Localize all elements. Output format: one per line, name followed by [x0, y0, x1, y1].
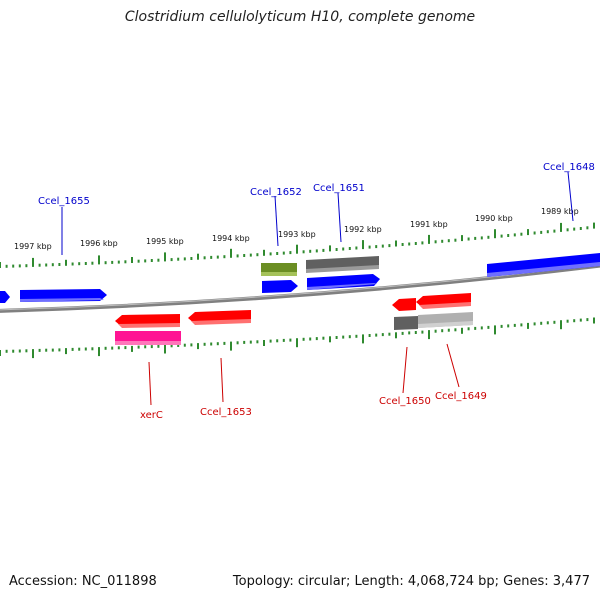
reverse-genes: [115, 293, 473, 345]
gene-label-ccel-1649[interactable]: Ccel_1649: [435, 391, 487, 402]
gene-labels: Ccel_1655 Ccel_1652 Ccel_1651 Ccel_1648 …: [38, 162, 595, 421]
scale-label: 1996 kbp: [80, 239, 118, 248]
gene-label-ccel-1648[interactable]: Ccel_1648: [543, 162, 595, 173]
gene-label-xerc[interactable]: xerC: [140, 410, 163, 421]
scale-label: 1997 kbp: [14, 242, 52, 251]
page-title: Clostridium cellulolyticum H10, complete…: [124, 9, 476, 25]
gene-label-ccel-1650[interactable]: Ccel_1650: [379, 396, 431, 407]
accession-label: Accession: NC_011898: [9, 574, 157, 589]
scale-label: 1989 kbp: [541, 207, 579, 216]
outer-tick-ring: [0, 222, 595, 268]
gene-label-ccel-1651[interactable]: Ccel_1651: [313, 183, 365, 194]
gene-arrow-ccel-1652[interactable]: [262, 280, 298, 293]
gene-arrow-blue[interactable]: [0, 291, 10, 303]
genome-stats-label: Topology: circular; Length: 4,068,724 bp…: [232, 574, 590, 589]
scale-label: 1992 kbp: [344, 225, 382, 234]
scale-label: 1993 kbp: [278, 230, 316, 239]
gene-label-ccel-1655[interactable]: Ccel_1655: [38, 196, 90, 207]
scale-label: 1995 kbp: [146, 237, 184, 246]
scale-label: 1991 kbp: [410, 220, 448, 229]
gene-arrow-ccel-1650[interactable]: [392, 298, 416, 311]
genome-backbone: [0, 263, 600, 313]
scale-label: 1990 kbp: [475, 214, 513, 223]
gene-box-grey-rev[interactable]: [394, 316, 418, 330]
gene-label-ccel-1653[interactable]: Ccel_1653: [200, 407, 252, 418]
inner-tick-ring: [0, 317, 595, 359]
gene-label-ccel-1652[interactable]: Ccel_1652: [250, 187, 302, 198]
gene-box-xerc[interactable]: [115, 331, 181, 344]
leader-lines: [61, 171, 574, 406]
forward-genes: [0, 253, 600, 303]
scale-label: 1994 kbp: [212, 234, 250, 243]
scale-labels: 1997 kbp 1996 kbp 1995 kbp 1994 kbp 1993…: [14, 207, 579, 251]
